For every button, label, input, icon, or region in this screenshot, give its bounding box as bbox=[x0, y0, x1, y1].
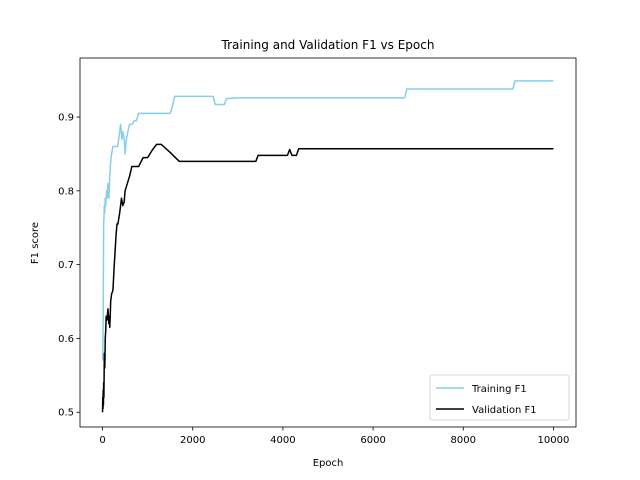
x-tick-label: 4000 bbox=[270, 435, 295, 446]
y-tick-label: 0.9 bbox=[58, 113, 74, 124]
plot-area bbox=[79, 57, 577, 428]
x-tick-label: 8000 bbox=[451, 435, 476, 446]
series-line-validation-f1 bbox=[101, 143, 554, 413]
axes-frame bbox=[79, 57, 577, 428]
y-axis-label: F1 score bbox=[30, 222, 41, 264]
x-axis-label: Epoch bbox=[313, 458, 344, 469]
y-tick-label: 0.6 bbox=[58, 334, 74, 345]
series-line-training-f1 bbox=[101, 80, 554, 361]
legend-label: Validation F1 bbox=[472, 405, 537, 416]
y-tick-label: 0.5 bbox=[58, 408, 74, 419]
x-tick-label: 6000 bbox=[360, 435, 385, 446]
legend: Training F1 Validation F1 bbox=[429, 374, 570, 421]
x-tick-label: 2000 bbox=[180, 435, 205, 446]
legend-label: Training F1 bbox=[471, 384, 527, 395]
y-axis: 0.5 0.6 0.7 0.8 0.9 bbox=[58, 113, 80, 419]
x-tick-label: 0 bbox=[99, 435, 105, 446]
chart-title: Training and Validation F1 vs Epoch bbox=[221, 38, 435, 52]
x-axis: 0 2000 4000 6000 8000 10000 bbox=[99, 427, 569, 446]
y-tick-label: 0.8 bbox=[58, 186, 74, 197]
y-tick-label: 0.7 bbox=[58, 260, 74, 271]
x-tick-label: 10000 bbox=[538, 435, 570, 446]
legend-box bbox=[429, 374, 570, 421]
